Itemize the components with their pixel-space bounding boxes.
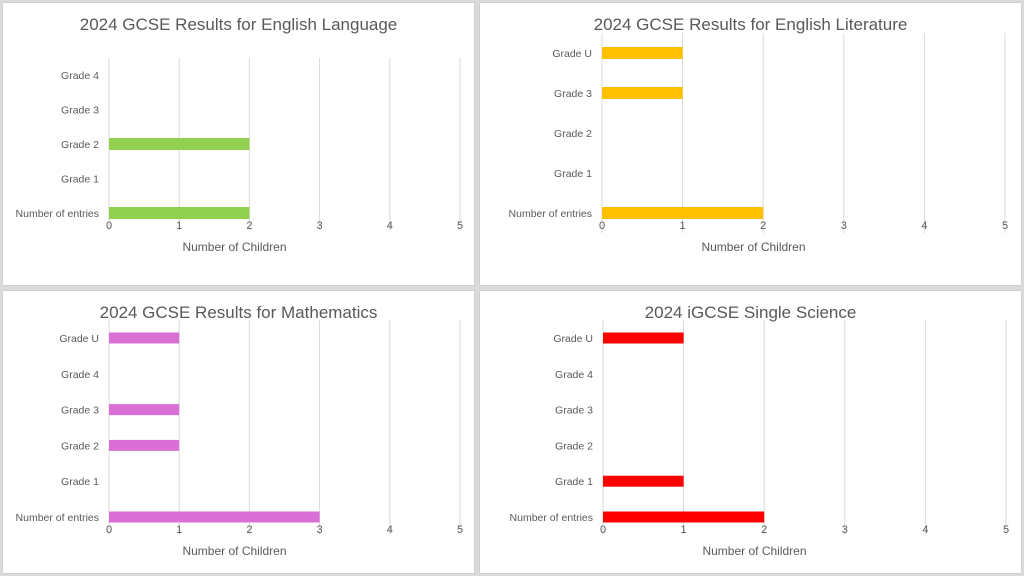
y-category-label: Grade 1 <box>554 168 592 180</box>
chart-plot: 0 1 2 3 4 5 Number of entries Grade 1 Grade 2 Gra… <box>510 320 1009 558</box>
x-axis-title: Number of Children <box>702 544 806 558</box>
y-category-label: Grade 1 <box>61 174 99 186</box>
x-tick-label: 0 <box>599 220 605 232</box>
y-category-label: Grade 3 <box>61 105 99 117</box>
english-language-chart: 2024 GCSE Results for English Language 0… <box>2 2 475 286</box>
bar <box>109 439 180 451</box>
y-category-label: Grade 2 <box>61 139 99 151</box>
x-tick-label: 2 <box>246 220 252 232</box>
x-tick-label: 2 <box>761 524 767 536</box>
x-tick-label: 0 <box>600 524 606 536</box>
bar <box>109 138 250 150</box>
y-category-label: Grade 4 <box>61 369 99 381</box>
y-category-label: Number of entries <box>510 512 593 524</box>
x-tick-label: 3 <box>842 524 848 536</box>
bar <box>109 404 180 416</box>
y-category-label: Grade U <box>553 333 593 345</box>
x-tick-label: 4 <box>922 524 928 536</box>
bar <box>602 47 683 59</box>
bar <box>602 207 764 219</box>
chart-title: 2024 GCSE Results for English Language <box>79 15 398 34</box>
y-category-label: Number of entries <box>509 208 592 220</box>
x-tick-label: 1 <box>681 524 687 536</box>
x-tick-label: 2 <box>760 220 766 232</box>
x-tick-label: 0 <box>106 524 112 536</box>
y-category-label: Grade 3 <box>555 405 593 417</box>
x-tick-label: 3 <box>317 524 323 536</box>
y-category-label: Grade 3 <box>61 405 99 417</box>
x-tick-label: 2 <box>246 524 252 536</box>
chart-plot: 0 1 2 3 4 5 Number of entries Grade 1 Grade 2 Gra… <box>509 33 1008 254</box>
x-tick-label: 1 <box>176 220 182 232</box>
bar <box>602 87 683 99</box>
mathematics-chart: 2024 GCSE Results for Mathematics 0 1 2 3 4 5… <box>2 290 475 574</box>
y-category-label: Grade 1 <box>555 476 593 488</box>
x-tick-label: 4 <box>387 220 393 232</box>
bar <box>603 475 684 487</box>
y-category-label: Number of entries <box>16 512 99 524</box>
bar <box>603 511 765 523</box>
y-category-label: Grade 1 <box>61 476 99 488</box>
bar <box>109 207 250 219</box>
chart-title: 2024 iGCSE Single Science <box>644 303 857 322</box>
chart-plot: 0 1 2 3 4 5 Number of entries Grade 1 Grade 2 Gra… <box>16 57 463 254</box>
y-category-label: Grade 4 <box>555 369 593 381</box>
x-tick-label: 5 <box>1002 220 1008 232</box>
x-axis-title: Number of Children <box>182 544 286 558</box>
x-tick-label: 5 <box>457 220 463 232</box>
chart-plot: 0 1 2 3 4 5 Number of entries Grade 1 Grade 2 Gra… <box>16 320 463 558</box>
x-tick-label: 5 <box>457 524 463 536</box>
y-category-label: Grade 4 <box>61 70 99 82</box>
x-tick-label: 5 <box>1003 524 1009 536</box>
x-tick-label: 1 <box>680 220 686 232</box>
x-axis-title: Number of Children <box>701 240 805 254</box>
x-tick-label: 1 <box>176 524 182 536</box>
bar <box>109 511 320 523</box>
english-literature-chart: 2024 GCSE Results for English Literature… <box>479 2 1022 286</box>
chart-title: 2024 GCSE Results for English Literature <box>593 15 908 34</box>
y-category-label: Grade 2 <box>554 128 592 140</box>
y-category-label: Grade U <box>552 48 592 60</box>
y-category-label: Grade 3 <box>554 88 592 100</box>
chart-title: 2024 GCSE Results for Mathematics <box>99 303 378 322</box>
x-tick-label: 0 <box>106 220 112 232</box>
y-category-label: Grade 2 <box>555 440 593 452</box>
x-tick-label: 4 <box>387 524 393 536</box>
x-tick-label: 4 <box>921 220 927 232</box>
bar <box>109 332 180 344</box>
y-category-label: Number of entries <box>16 208 99 220</box>
x-axis-title: Number of Children <box>182 240 286 254</box>
single-science-chart: 2024 iGCSE Single Science 0 1 2 3 4 5 Number o… <box>479 290 1022 574</box>
x-tick-label: 3 <box>317 220 323 232</box>
y-category-label: Grade 2 <box>61 440 99 452</box>
x-tick-label: 3 <box>841 220 847 232</box>
y-category-label: Grade U <box>59 333 99 345</box>
bar <box>603 332 684 344</box>
